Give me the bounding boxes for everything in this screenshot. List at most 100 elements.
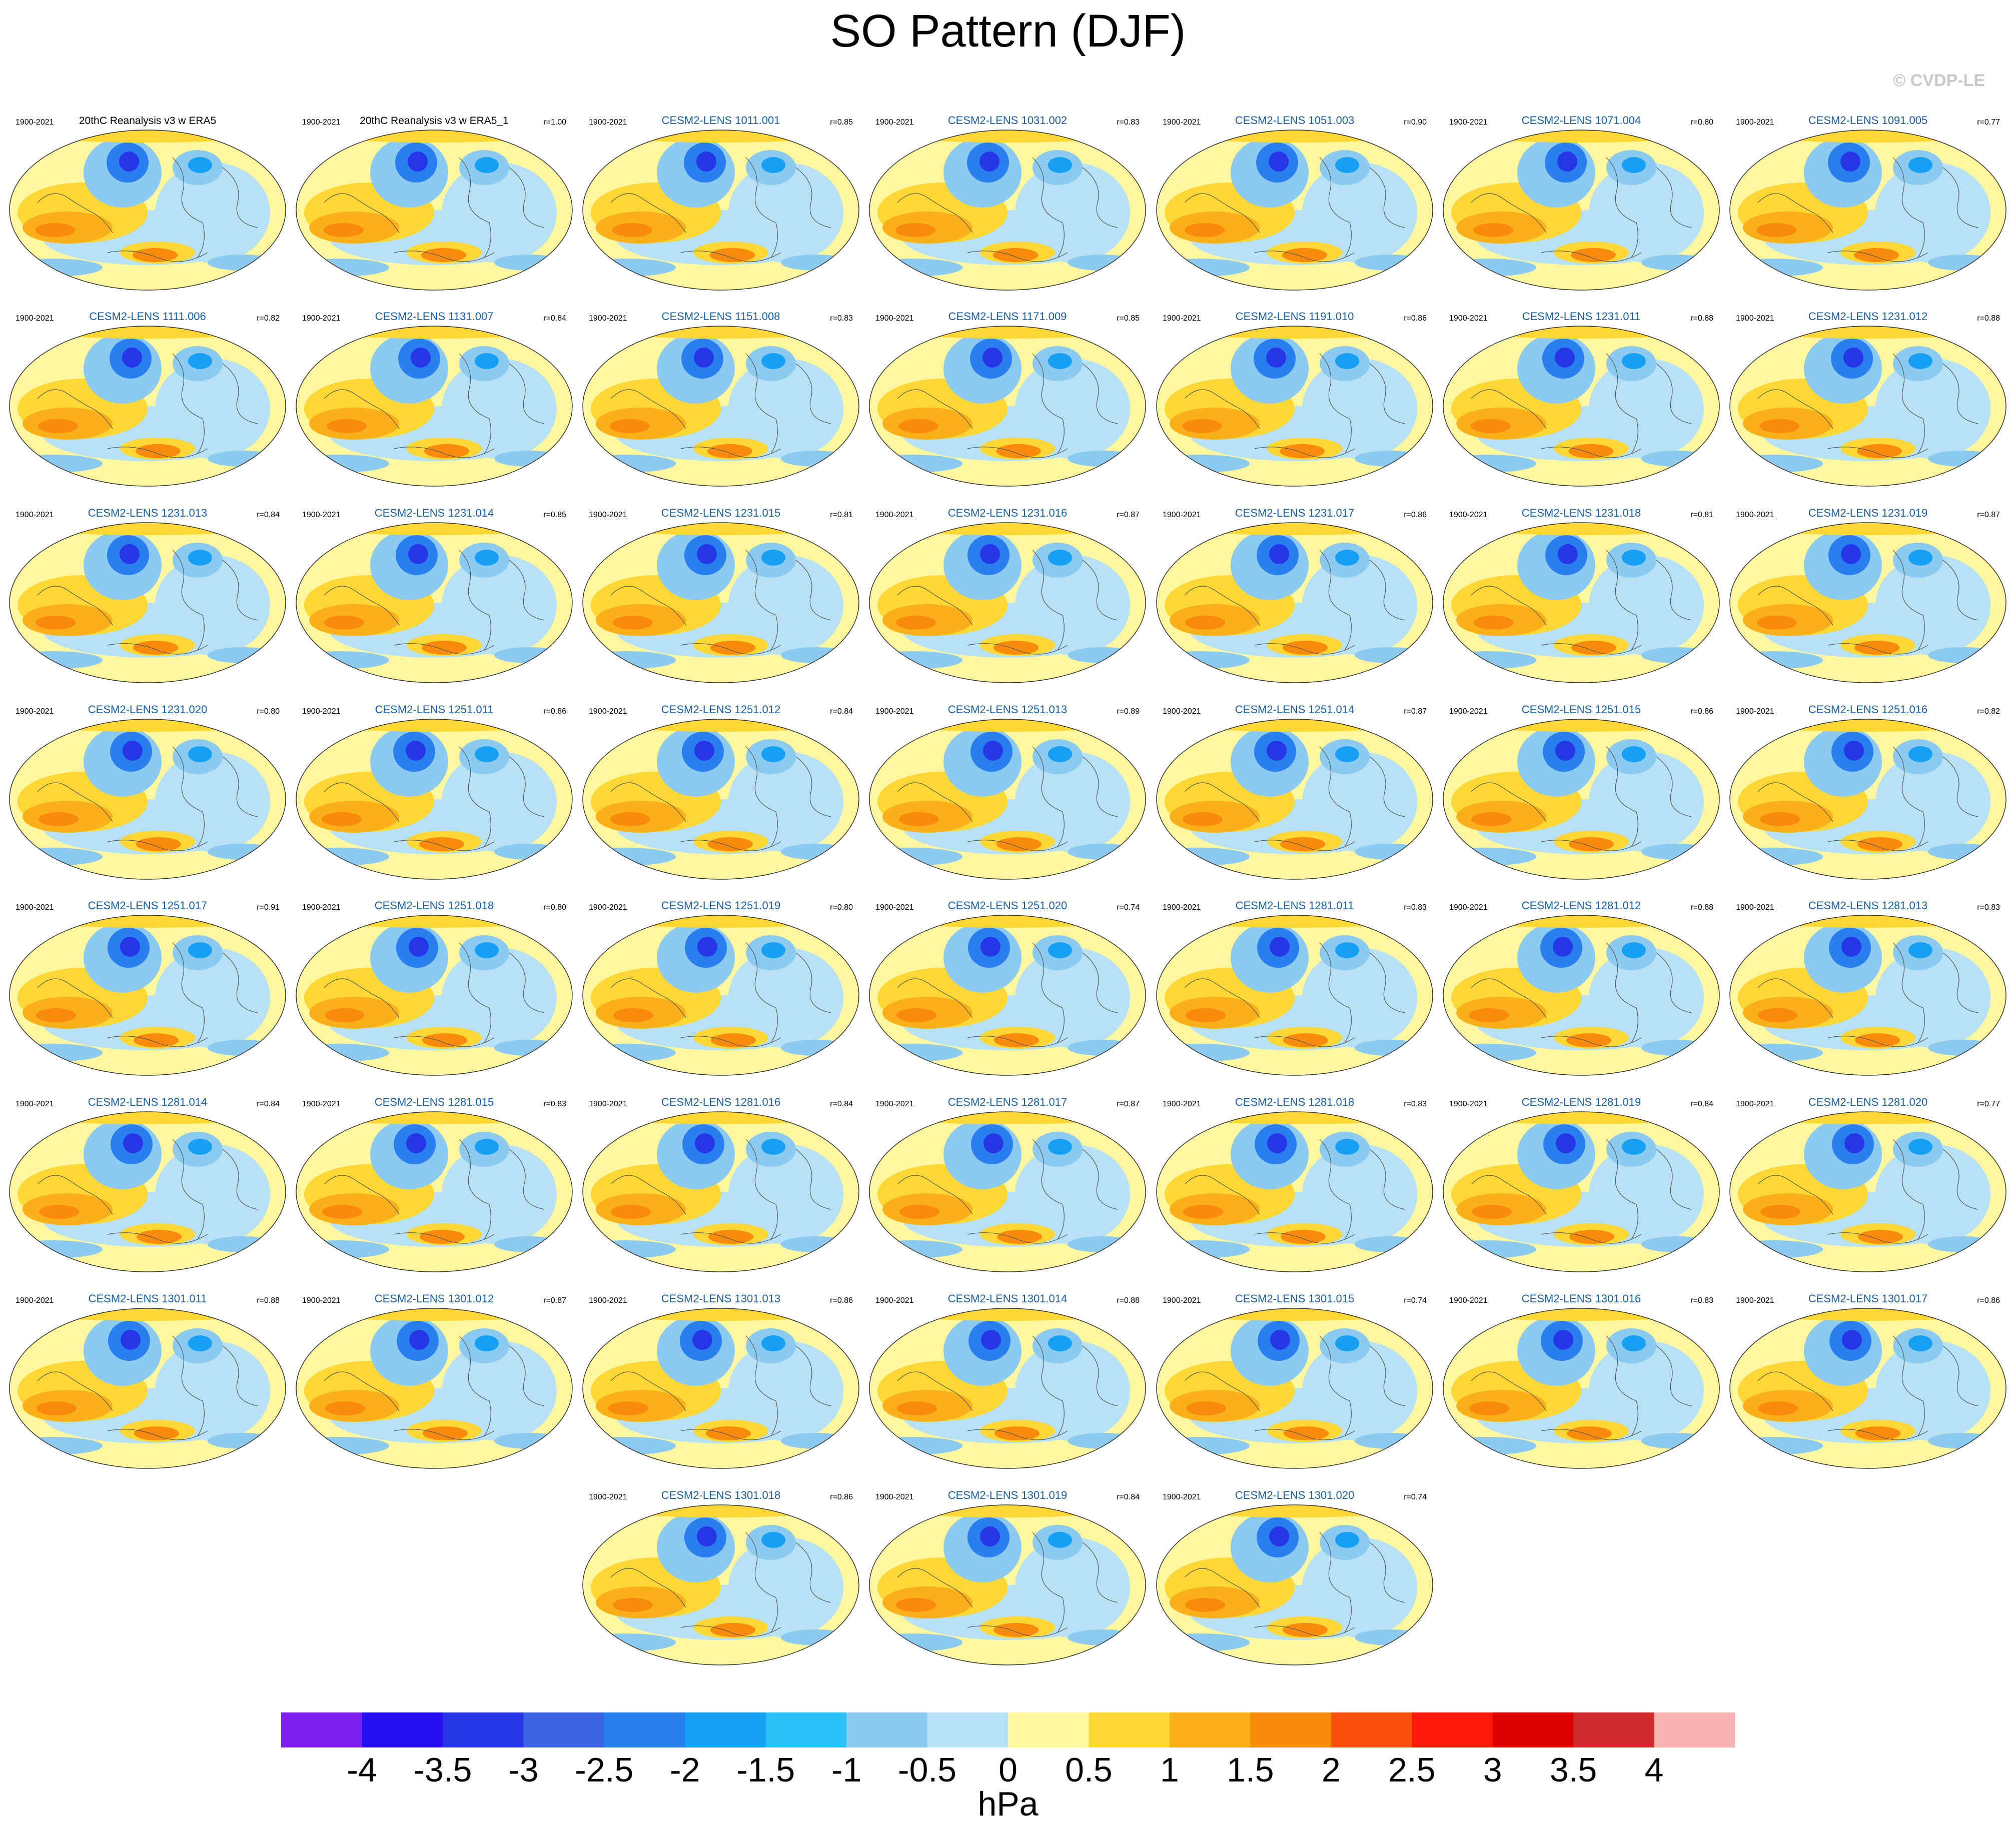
panel-title: 20thC Reanalysis v3 w ERA5_1 [360,115,509,127]
panel-title: CESM2-LENS 1251.019 [661,899,781,912]
anomaly-map [9,326,286,487]
colorbar-swatch [1169,1712,1251,1747]
panel-period: 1900-2021 [1449,1296,1488,1305]
map-panel: CESM2-LENS 1281.013 1900-2021 r=0.83 [1728,885,2008,1076]
colorbar-tick-label: 2.5 [1388,1751,1436,1789]
anomaly-map [1443,1111,1720,1272]
anomaly-map [296,1111,573,1272]
colorbar-swatch [1654,1712,1735,1747]
panel-correlation: r=0.83 [1404,903,1427,912]
colorbar-tick-label: 1.5 [1227,1751,1274,1789]
panel-title: CESM2-LENS 1251.016 [1808,703,1928,716]
panel-period: 1900-2021 [875,707,914,716]
panel-title: CESM2-LENS 1131.007 [375,310,494,323]
panel-correlation: r=0.87 [543,1296,566,1305]
panel-period: 1900-2021 [16,1296,54,1305]
panel-title: CESM2-LENS 1251.013 [947,703,1068,716]
panel-title: CESM2-LENS 1011.001 [661,114,780,127]
map-panel: CESM2-LENS 1301.020 1900-2021 r=0.74 [1155,1475,1435,1665]
colorbar-units: hPa [977,1785,1039,1823]
panel-title: CESM2-LENS 1301.012 [374,1292,494,1305]
map-panel: CESM2-LENS 1191.010 1900-2021 r=0.86 [1155,296,1435,487]
panel-period: 1900-2021 [1736,903,1774,912]
panel-period: 1900-2021 [1449,118,1488,127]
colorbar-tick-label: -1 [831,1751,862,1789]
panel-period: 1900-2021 [16,903,54,912]
panel-title: CESM2-LENS 1231.019 [1808,507,1928,519]
anomaly-map [582,1308,859,1469]
panel-correlation: r=0.84 [257,1100,280,1108]
map-panel: CESM2-LENS 1231.020 1900-2021 r=0.80 [8,689,288,880]
map-panel: CESM2-LENS 1231.018 1900-2021 r=0.81 [1441,493,1721,683]
panel-title: CESM2-LENS 1151.008 [661,310,780,323]
map-panel: CESM2-LENS 1281.011 1900-2021 r=0.83 [1155,885,1435,1076]
map-panel: CESM2-LENS 1251.017 1900-2021 r=0.91 [8,885,288,1076]
panel-title: CESM2-LENS 1111.006 [89,310,206,323]
panel-correlation: r=0.88 [1690,314,1713,323]
colorbar-swatch [1089,1712,1170,1747]
map-panel: CESM2-LENS 1251.011 1900-2021 r=0.86 [294,689,574,880]
panel-correlation: r=0.86 [543,707,566,716]
map-panel: CESM2-LENS 1281.012 1900-2021 r=0.88 [1441,885,1721,1076]
map-panel: 20thC Reanalysis v3 w ERA5_1 1900-2021 r=1… [294,100,574,291]
anomaly-map [1729,719,2006,880]
panel-period: 1900-2021 [1163,1493,1201,1501]
colorbar-tick-label: -0.5 [897,1751,957,1789]
anomaly-map [9,1111,286,1272]
colorbar-swatch [1250,1712,1332,1747]
panel-correlation: r=0.86 [830,1296,853,1305]
panel-title: CESM2-LENS 1281.013 [1808,899,1928,912]
anomaly-map [1443,522,1720,683]
anomaly-map [1443,719,1720,880]
panel-title: CESM2-LENS 1301.011 [88,1292,207,1305]
map-panel: CESM2-LENS 1251.020 1900-2021 r=0.74 [867,885,1148,1076]
panel-title: CESM2-LENS 1301.016 [1521,1292,1641,1305]
map-panel: CESM2-LENS 1231.014 1900-2021 r=0.85 [294,493,574,683]
panel-correlation: r=0.86 [1404,314,1427,323]
map-panel: CESM2-LENS 1301.013 1900-2021 r=0.86 [581,1278,861,1469]
colorbar-tick-label: 4 [1644,1751,1664,1789]
panel-period: 1900-2021 [302,118,341,127]
panel-title: CESM2-LENS 1091.005 [1808,114,1928,127]
anomaly-map [869,326,1146,487]
colorbar-swatch [442,1712,524,1747]
panel-period: 1900-2021 [16,511,54,519]
panel-title: CESM2-LENS 1281.020 [1808,1096,1928,1108]
anomaly-map [1729,915,2006,1076]
panel-title: CESM2-LENS 1171.009 [948,310,1067,323]
panel-correlation: r=0.83 [1404,1100,1427,1108]
colorbar-swatch [281,1712,362,1747]
panel-period: 1900-2021 [1449,903,1488,912]
panel-title: CESM2-LENS 1281.012 [1521,899,1641,912]
map-panel: 20thC Reanalysis v3 w ERA5 1900-2021 [8,100,288,291]
map-panel: CESM2-LENS 1231.015 1900-2021 r=0.81 [581,493,861,683]
anomaly-map [1156,130,1433,291]
anomaly-map [869,1308,1146,1469]
map-panel: CESM2-LENS 1251.013 1900-2021 r=0.89 [867,689,1148,880]
panel-correlation: r=0.88 [1977,314,2000,323]
colorbar-tick-label: -4 [347,1751,377,1789]
map-panel: CESM2-LENS 1281.016 1900-2021 r=0.84 [581,1082,861,1272]
anomaly-map [1156,326,1433,487]
map-panel: CESM2-LENS 1231.016 1900-2021 r=0.87 [867,493,1148,683]
colorbar-tick-label: 3.5 [1549,1751,1597,1789]
anomaly-map [582,1111,859,1272]
panel-period: 1900-2021 [16,707,54,716]
anomaly-map [296,915,573,1076]
panel-correlation: r=0.83 [1690,1296,1713,1305]
panel-period: 1900-2021 [875,511,914,519]
panel-period: 1900-2021 [1449,314,1488,323]
panel-correlation: r=0.80 [257,707,280,716]
panel-correlation: r=0.87 [1117,511,1140,519]
panel-period: 1900-2021 [589,1493,627,1501]
panel-correlation: r=0.82 [257,314,280,323]
anomaly-map [869,1504,1146,1665]
panel-correlation: r=0.84 [1117,1493,1140,1501]
panel-title: CESM2-LENS 1251.015 [1521,703,1641,716]
anomaly-map [9,130,286,291]
anomaly-map [296,522,573,683]
panel-period: 1900-2021 [589,511,627,519]
panel-correlation: r=0.85 [543,511,566,519]
panel-title: CESM2-LENS 1051.003 [1235,114,1355,127]
panel-period: 1900-2021 [16,118,54,127]
